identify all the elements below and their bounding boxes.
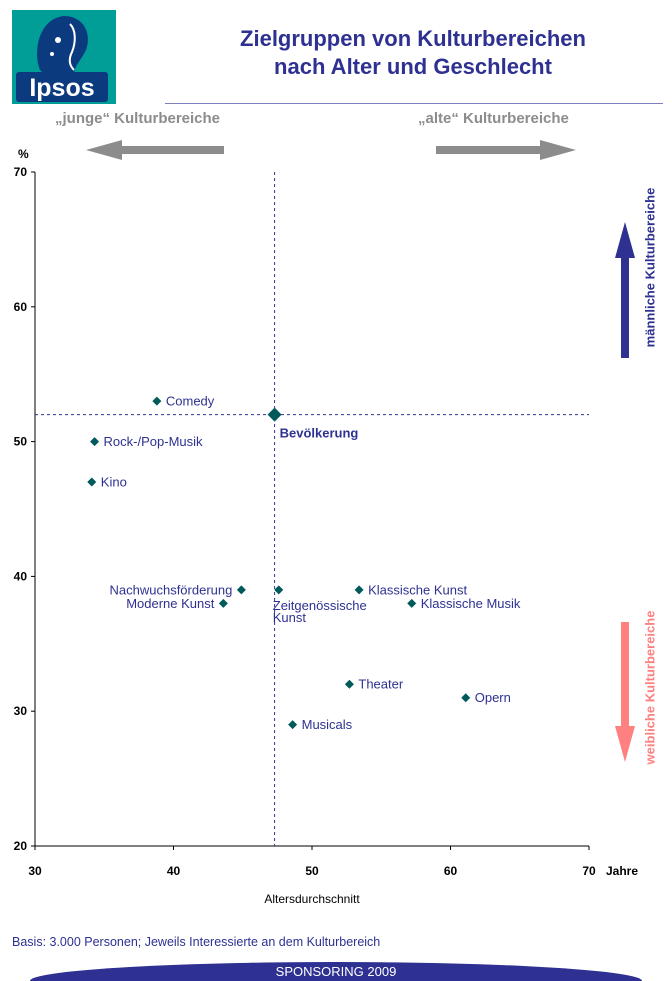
y-tick-label: 70 <box>14 165 28 179</box>
data-point-label: Theater <box>358 677 403 692</box>
x-tick-label: 30 <box>28 864 42 878</box>
y-tick-label: 30 <box>14 704 28 718</box>
reference-point-bevoelkerung <box>267 407 282 422</box>
data-point-marker <box>288 720 298 730</box>
chart-title-line2: nach Alter und Geschlecht <box>274 54 552 79</box>
data-point-label: Zeitgenössische Kunst <box>273 598 367 625</box>
x-tick-label: 60 <box>444 864 458 878</box>
x-tick-label: 70 <box>582 864 596 878</box>
reference-label: Bevölkerung <box>280 426 359 441</box>
left-arrow-icon <box>86 140 224 160</box>
y-tick-label: 50 <box>14 435 28 449</box>
data-point-label: Nachwuchsförderung <box>110 582 233 597</box>
data-point-label: Klassische Musik <box>421 596 521 611</box>
data-point-marker <box>461 693 471 703</box>
old-direction-label: „alte“ Kulturbereiche <box>418 110 569 127</box>
data-point-label: Rock-/Pop-Musik <box>104 434 203 449</box>
x-axis-title: Altersdurchschnitt <box>264 892 360 906</box>
data-point-marker <box>354 585 364 595</box>
data-point-label: Klassische Kunst <box>368 582 467 597</box>
y-tick-label: 40 <box>14 569 28 583</box>
ipsos-logo: Ipsos <box>12 10 116 104</box>
data-point-marker <box>344 679 354 689</box>
logo-text: Ipsos <box>29 74 94 102</box>
data-point-marker <box>236 585 246 595</box>
data-point-label: Moderne Kunst <box>126 596 215 611</box>
data-point-marker <box>90 437 100 447</box>
x-tick-label: 40 <box>167 864 181 878</box>
data-point-marker <box>87 477 97 487</box>
data-point-label: Musicals <box>302 717 353 732</box>
data-point-marker <box>152 396 162 406</box>
data-point-label: Comedy <box>166 394 215 409</box>
x-tick-label: 50 <box>305 864 319 878</box>
data-point-marker <box>274 585 284 595</box>
data-point-marker <box>407 598 417 608</box>
down-arrow-icon <box>615 622 635 762</box>
footer-banner <box>30 962 642 981</box>
x-unit-label: Jahre <box>606 864 638 878</box>
right-arrow-icon <box>436 140 576 160</box>
basis-note: Basis: 3.000 Personen; Jeweils Interessi… <box>12 935 381 949</box>
y-tick-label: 20 <box>14 839 28 853</box>
y-tick-label: 60 <box>14 300 28 314</box>
data-point-marker <box>218 598 228 608</box>
young-direction-label: „junge“ Kulturbereiche <box>55 110 221 127</box>
footer-banner-text: SPONSORING 2009 <box>275 964 397 979</box>
title-divider <box>165 103 663 104</box>
data-point-label: Opern <box>475 690 511 705</box>
y-unit-label: % <box>18 147 29 161</box>
male-direction-label: männliche Kulturbereiche <box>642 187 658 348</box>
female-direction-label: weibliche Kulturbereiche <box>642 610 658 765</box>
up-arrow-icon <box>615 222 635 358</box>
chart-title-line1: Zielgruppen von Kulturbereichen <box>240 26 586 51</box>
data-point-label: Kino <box>101 475 127 490</box>
